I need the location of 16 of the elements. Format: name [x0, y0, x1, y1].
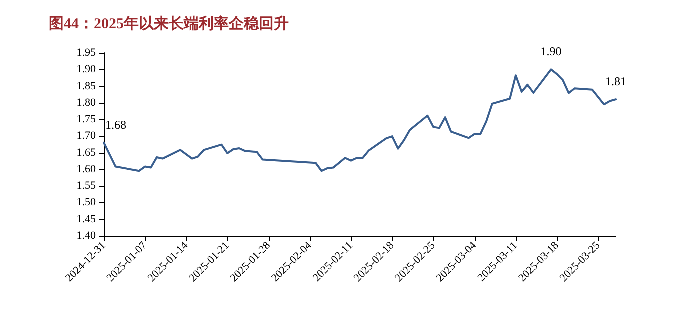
y-tick-label: 1.70	[76, 130, 96, 142]
y-tick-label: 1.50	[76, 196, 96, 209]
annotation: 1.90	[540, 44, 562, 59]
annotation: 1.68	[106, 118, 126, 132]
y-tick-label: 1.40	[76, 230, 96, 242]
annotation: 1.81	[606, 74, 626, 89]
y-tick-label: 1.95	[76, 47, 96, 59]
y-tick-label: 1.65	[76, 146, 96, 159]
y-tick-label: 1.80	[76, 96, 96, 109]
y-tick-label: 1.85	[76, 80, 96, 92]
chart-title: 图44：2025年以来长端利率企稳回升	[49, 14, 289, 32]
y-tick-label: 1.90	[76, 64, 96, 76]
y-tick-label: 1.75	[76, 114, 96, 126]
y-tick-label: 1.60	[76, 163, 96, 176]
y-tick-label: 1.55	[76, 180, 96, 192]
y-tick-label: 1.45	[76, 213, 96, 226]
